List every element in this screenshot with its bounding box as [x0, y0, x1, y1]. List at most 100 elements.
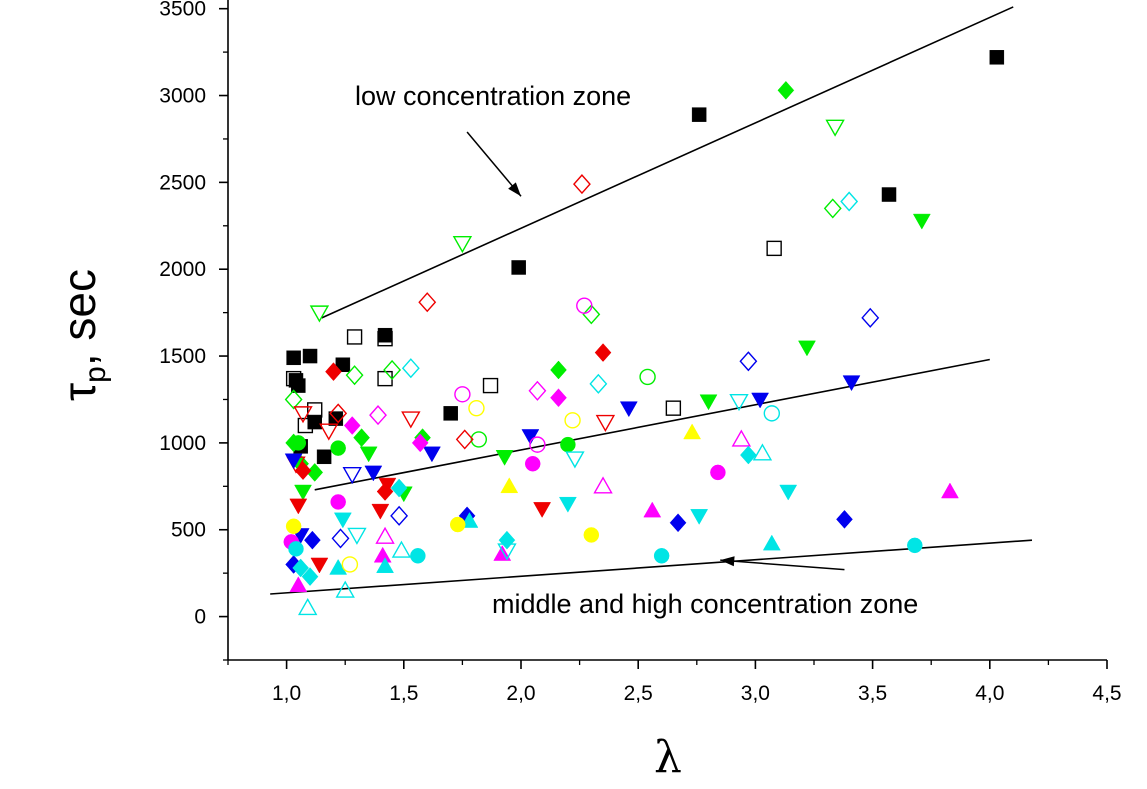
data-point-triangle-up — [373, 546, 392, 563]
data-point-diamond — [836, 509, 853, 529]
data-point-triangle-down — [842, 375, 861, 392]
data-point-triangle-up — [493, 545, 512, 561]
x-tick-label: 1,0 — [272, 682, 301, 705]
data-point-diamond — [861, 307, 880, 328]
data-point-diamond — [304, 530, 321, 550]
data-point-circle — [639, 368, 656, 386]
data-point-triangle-down — [364, 465, 383, 482]
data-point-square — [691, 107, 707, 122]
data-point-triangle-down — [293, 406, 313, 424]
data-point-diamond — [353, 428, 370, 448]
data-point-triangle-down — [359, 446, 378, 463]
axes — [227, 0, 1107, 661]
data-point-diamond — [777, 80, 795, 100]
data-point-triangle-down — [497, 543, 517, 561]
data-point-diamond — [369, 405, 387, 426]
data-point-triangle-up — [752, 443, 773, 461]
data-point-square — [881, 187, 897, 202]
data-point-circle — [653, 548, 670, 564]
data-point-diamond — [823, 198, 842, 219]
y-tick-label: 2000 — [159, 258, 206, 281]
data-point-square — [316, 449, 332, 465]
data-point-square — [285, 370, 302, 387]
data-point-triangle-down — [378, 477, 397, 494]
data-point-circle — [468, 399, 485, 417]
data-point-diamond — [284, 389, 303, 410]
data-point-triangle-up — [683, 423, 702, 440]
data-point-diamond — [669, 513, 687, 533]
data-point-triangle-down — [347, 527, 367, 545]
x-tick-label: 4,5 — [1092, 682, 1121, 705]
data-point-triangle-down — [690, 509, 709, 525]
data-point-diamond — [325, 362, 342, 382]
data-point-triangle-down — [309, 305, 330, 323]
data-point-square — [286, 350, 301, 366]
annotation-low-zone: low concentration zone — [355, 81, 631, 111]
data-point-square — [335, 357, 351, 372]
data-point-circle — [763, 405, 781, 422]
y-tick-label: 1000 — [159, 432, 206, 455]
data-point-circle — [576, 297, 593, 314]
data-point-diamond — [550, 360, 567, 380]
data-point-triangle-down — [422, 446, 441, 463]
y-tick-label: 500 — [171, 519, 206, 542]
data-point-triangle-down — [825, 119, 845, 137]
x-tick-label: 4,0 — [975, 682, 1004, 705]
data-point-circle — [290, 435, 307, 451]
data-point-square — [377, 330, 393, 347]
trend-line — [321, 6, 1014, 319]
data-point-triangle-up — [762, 534, 781, 551]
data-point-diamond — [292, 558, 309, 578]
trend-line — [314, 358, 990, 491]
data-point-circle — [454, 386, 471, 403]
data-point-triangle-down — [401, 411, 421, 429]
data-point-diamond — [840, 191, 859, 212]
data-point-triangle-up — [391, 540, 412, 558]
data-point-square — [377, 370, 393, 387]
data-point-triangle-down — [729, 394, 749, 412]
x-tick-label: 3,0 — [741, 682, 770, 705]
y-tick-label: 2500 — [159, 171, 206, 194]
data-point-triangle-down — [310, 557, 329, 574]
data-point-triangle-down — [333, 512, 352, 529]
data-point-triangle-up — [941, 482, 959, 499]
data-point-triangle-up — [643, 501, 662, 518]
y-tick-label: 3500 — [159, 0, 206, 21]
x-tick-label: 3,5 — [858, 682, 887, 705]
data-point-square — [482, 377, 499, 394]
data-point-diamond — [345, 365, 364, 386]
data-point-diamond — [573, 174, 591, 195]
data-point-circle — [907, 537, 923, 554]
data-point-triangle-up — [289, 576, 308, 593]
data-point-diamond — [343, 416, 361, 435]
data-point-circle — [529, 436, 546, 453]
data-point-circle — [330, 494, 346, 510]
data-point-diamond — [582, 304, 601, 325]
data-point-circle — [330, 440, 346, 456]
data-point-diamond — [740, 445, 757, 465]
data-point-triangle-up — [593, 476, 613, 494]
x-axis-label: λ — [654, 732, 682, 783]
data-point-triangle-down — [595, 414, 616, 432]
data-point-square — [302, 348, 318, 364]
data-point-diamond — [594, 343, 612, 362]
y-tick-label: 1500 — [159, 345, 206, 368]
data-point-triangle-down — [699, 394, 718, 411]
annotation-middle-high-zone: middle and high concentration zone — [492, 589, 918, 619]
data-point-circle — [564, 412, 581, 429]
data-point-triangle-down — [533, 502, 552, 518]
annotation-arrow-head — [508, 182, 521, 197]
data-point-triangle-down — [495, 450, 514, 466]
data-point-triangle-down — [284, 453, 303, 470]
y-tick-label: 3000 — [159, 85, 206, 108]
trend-lines — [270, 6, 1033, 595]
data-point-square — [346, 329, 363, 345]
data-point-circle — [341, 556, 359, 573]
data-point-diamond — [411, 433, 429, 453]
data-point-circle — [583, 527, 600, 543]
data-point-circle — [560, 436, 576, 453]
data-point-triangle-up — [731, 429, 752, 447]
y-tick-label: 0 — [194, 606, 206, 629]
data-point-diamond — [329, 403, 348, 424]
